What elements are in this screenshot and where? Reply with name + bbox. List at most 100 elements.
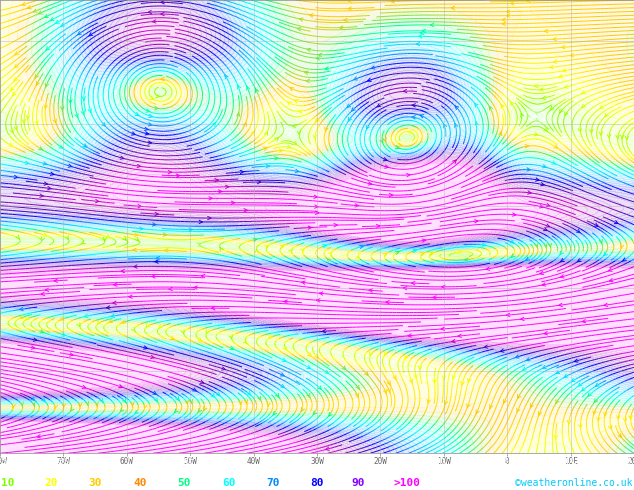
- FancyArrowPatch shape: [185, 400, 188, 404]
- FancyArrowPatch shape: [559, 75, 562, 78]
- FancyArrowPatch shape: [257, 180, 261, 184]
- FancyArrowPatch shape: [54, 279, 58, 282]
- FancyArrowPatch shape: [314, 195, 318, 198]
- FancyArrowPatch shape: [155, 212, 158, 216]
- FancyArrowPatch shape: [393, 375, 396, 379]
- FancyArrowPatch shape: [356, 256, 359, 260]
- FancyArrowPatch shape: [212, 307, 215, 310]
- FancyArrowPatch shape: [527, 191, 531, 194]
- FancyArrowPatch shape: [408, 130, 412, 133]
- FancyArrowPatch shape: [34, 338, 37, 342]
- FancyArrowPatch shape: [576, 229, 580, 233]
- FancyArrowPatch shape: [44, 182, 48, 185]
- Text: 40: 40: [133, 478, 146, 488]
- FancyArrowPatch shape: [420, 115, 424, 118]
- FancyArrowPatch shape: [540, 205, 543, 208]
- FancyArrowPatch shape: [347, 104, 351, 107]
- FancyArrowPatch shape: [599, 132, 602, 135]
- FancyArrowPatch shape: [451, 6, 455, 9]
- FancyArrowPatch shape: [467, 404, 470, 408]
- FancyArrowPatch shape: [266, 165, 269, 168]
- FancyArrowPatch shape: [476, 410, 479, 414]
- FancyArrowPatch shape: [20, 402, 23, 406]
- FancyArrowPatch shape: [287, 145, 290, 148]
- FancyArrowPatch shape: [327, 259, 331, 262]
- FancyArrowPatch shape: [377, 224, 380, 228]
- FancyArrowPatch shape: [444, 401, 448, 404]
- FancyArrowPatch shape: [197, 244, 201, 246]
- FancyArrowPatch shape: [9, 143, 13, 146]
- FancyArrowPatch shape: [326, 447, 329, 450]
- FancyArrowPatch shape: [275, 157, 278, 160]
- FancyArrowPatch shape: [384, 158, 387, 161]
- FancyArrowPatch shape: [325, 127, 328, 131]
- FancyArrowPatch shape: [199, 220, 202, 223]
- FancyArrowPatch shape: [290, 88, 294, 91]
- FancyArrowPatch shape: [43, 162, 47, 165]
- FancyArrowPatch shape: [297, 131, 301, 135]
- FancyArrowPatch shape: [548, 244, 552, 247]
- FancyArrowPatch shape: [507, 14, 510, 17]
- FancyArrowPatch shape: [511, 254, 515, 257]
- FancyArrowPatch shape: [307, 353, 311, 356]
- FancyArrowPatch shape: [139, 227, 143, 230]
- FancyArrowPatch shape: [171, 337, 174, 340]
- FancyArrowPatch shape: [15, 64, 18, 68]
- FancyArrowPatch shape: [299, 110, 302, 113]
- FancyArrowPatch shape: [144, 404, 147, 408]
- FancyArrowPatch shape: [22, 2, 25, 6]
- FancyArrowPatch shape: [206, 330, 209, 334]
- FancyArrowPatch shape: [578, 259, 581, 262]
- FancyArrowPatch shape: [544, 244, 547, 247]
- FancyArrowPatch shape: [489, 106, 493, 110]
- FancyArrowPatch shape: [134, 233, 138, 237]
- FancyArrowPatch shape: [453, 160, 456, 164]
- FancyArrowPatch shape: [131, 327, 135, 331]
- FancyArrowPatch shape: [517, 408, 520, 412]
- FancyArrowPatch shape: [77, 31, 81, 35]
- FancyArrowPatch shape: [559, 303, 562, 307]
- FancyArrowPatch shape: [45, 288, 49, 292]
- FancyArrowPatch shape: [44, 105, 47, 109]
- FancyArrowPatch shape: [609, 268, 612, 271]
- FancyArrowPatch shape: [370, 352, 373, 356]
- FancyArrowPatch shape: [510, 240, 514, 243]
- FancyArrowPatch shape: [294, 100, 298, 103]
- FancyArrowPatch shape: [20, 307, 23, 311]
- FancyArrowPatch shape: [342, 366, 346, 369]
- FancyArrowPatch shape: [216, 392, 220, 396]
- FancyArrowPatch shape: [137, 164, 141, 168]
- FancyArrowPatch shape: [20, 316, 23, 318]
- FancyArrowPatch shape: [75, 114, 78, 117]
- FancyArrowPatch shape: [543, 366, 547, 368]
- FancyArrowPatch shape: [163, 233, 167, 236]
- FancyArrowPatch shape: [301, 249, 304, 252]
- FancyArrowPatch shape: [414, 375, 417, 378]
- FancyArrowPatch shape: [231, 201, 235, 204]
- FancyArrowPatch shape: [550, 106, 554, 110]
- FancyArrowPatch shape: [153, 20, 156, 23]
- FancyArrowPatch shape: [325, 370, 328, 373]
- FancyArrowPatch shape: [65, 235, 68, 239]
- FancyArrowPatch shape: [150, 97, 154, 99]
- FancyArrowPatch shape: [344, 19, 347, 22]
- FancyArrowPatch shape: [604, 413, 607, 416]
- FancyArrowPatch shape: [617, 416, 620, 419]
- FancyArrowPatch shape: [256, 89, 259, 93]
- FancyArrowPatch shape: [318, 53, 322, 56]
- FancyArrowPatch shape: [604, 252, 607, 256]
- FancyArrowPatch shape: [316, 299, 320, 302]
- FancyArrowPatch shape: [194, 286, 197, 289]
- FancyArrowPatch shape: [215, 178, 218, 182]
- FancyArrowPatch shape: [507, 10, 510, 13]
- FancyArrowPatch shape: [527, 168, 530, 171]
- FancyArrowPatch shape: [430, 24, 434, 26]
- FancyArrowPatch shape: [582, 91, 585, 94]
- FancyArrowPatch shape: [562, 46, 565, 49]
- FancyArrowPatch shape: [82, 97, 86, 100]
- FancyArrowPatch shape: [543, 228, 547, 231]
- FancyArrowPatch shape: [366, 125, 370, 129]
- FancyArrowPatch shape: [500, 349, 504, 352]
- FancyArrowPatch shape: [455, 106, 458, 109]
- FancyArrowPatch shape: [156, 257, 160, 260]
